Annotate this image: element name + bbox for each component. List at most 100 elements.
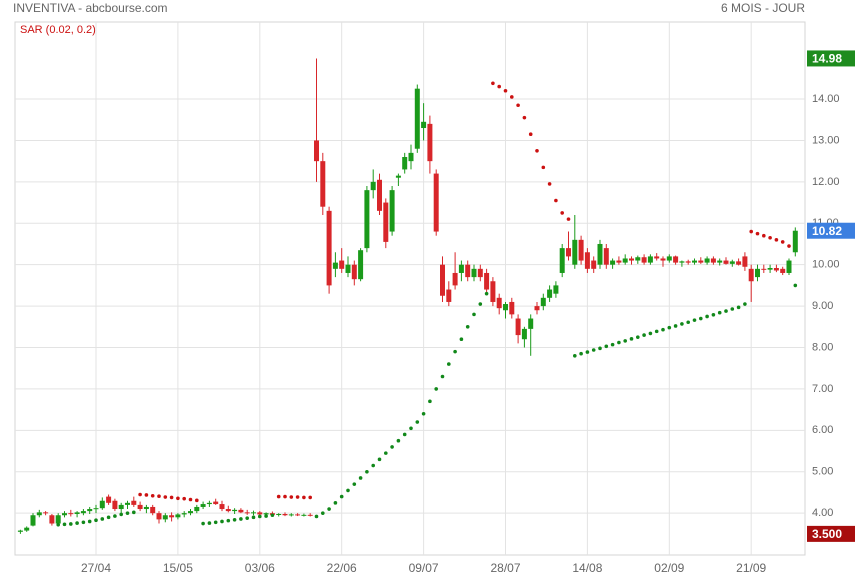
candle-body [55,515,61,524]
candle-body [93,508,99,510]
candle-body [717,260,723,263]
sar-dot [654,329,659,334]
candle-body [792,230,798,253]
sar-dot [787,244,791,248]
sar-dot [522,115,527,120]
sar-dot [207,521,212,525]
candle-body [673,256,679,263]
candle-body [339,260,345,269]
candle-body [660,258,666,261]
candle-body [421,121,427,129]
sar-dot [176,496,180,501]
sar-dot [138,492,142,497]
x-tick-label: 28/07 [490,561,520,575]
candle-body [458,264,464,273]
sar-dot [768,235,772,240]
candle-body [162,515,168,520]
sar-dot [232,517,237,522]
candle-body [761,268,767,270]
candle-body [263,513,269,515]
sar-dot [289,495,294,499]
candle-body [238,509,244,513]
candle-body [496,297,502,309]
x-tick-label: 02/09 [654,561,684,575]
sar-dot [724,309,728,313]
sar-dot [459,337,464,342]
sar-dot [428,399,432,404]
sar-dot [755,231,760,236]
candle-body [767,268,773,270]
price-box [807,525,855,542]
candle-body [370,181,376,191]
sar-dot [163,495,168,499]
candle-body [477,268,483,278]
sar-dot [642,333,646,337]
sar-dot [283,494,287,499]
candle-body [414,88,420,149]
candle-body [257,512,263,515]
candle-body [282,514,288,516]
x-tick-label: 27/04 [81,561,111,575]
sar-dot [743,302,747,306]
sar-dot [711,312,716,317]
sar-dot [617,340,621,345]
candle-body [106,496,112,503]
candle-body [748,268,754,282]
candle-body [647,256,653,263]
y-tick-label: 7.00 [812,383,833,395]
candle-body [515,318,521,336]
candle-body [326,210,332,286]
candle-body [156,513,162,520]
candle-body [276,514,282,515]
sar-dot [157,494,161,498]
candle-body [786,260,792,273]
sar-dot [201,521,205,526]
candle-body [528,318,534,329]
candle-body [635,257,641,261]
sar-dot [579,351,583,356]
price-box [807,50,855,67]
sar-dot [516,103,520,108]
sar-dot [541,165,546,170]
candle-body [610,260,616,265]
candle-body [710,258,716,263]
candle-body [521,328,527,340]
candle-body [629,258,634,261]
sar-dot [87,519,92,524]
sar-dot [573,353,577,358]
sar-dot [226,518,231,523]
candle-body [773,268,779,271]
y-tick-label: 9.00 [812,300,833,312]
sar-dot [692,318,697,322]
candle-body [87,509,93,512]
sar-dot [384,451,388,455]
candle-body [244,512,250,514]
candle-body [578,239,584,261]
x-tick-label: 22/06 [327,561,357,575]
candle-body [24,527,30,531]
sar-dot [113,514,117,518]
candle-body [125,502,130,505]
sar-dot [629,337,634,341]
sar-dot [566,217,571,221]
candle-body [559,248,565,273]
sar-dot [554,198,558,203]
candle-body [345,264,351,273]
sar-dot [491,81,495,86]
sar-dot [705,314,709,319]
candle-body [320,161,326,207]
sar-dot [62,522,67,527]
y-tick-label: 13.00 [812,134,840,146]
candle-body [591,260,597,269]
candle-body [402,157,408,170]
candle-body [118,504,124,510]
sar-dot [94,518,98,523]
candle-body [74,512,80,514]
candle-body [471,268,477,278]
candle-body [408,152,414,162]
candle-body [200,504,206,507]
candle-body [427,123,433,162]
sar-dot [510,95,514,99]
sar-dot [220,519,224,524]
